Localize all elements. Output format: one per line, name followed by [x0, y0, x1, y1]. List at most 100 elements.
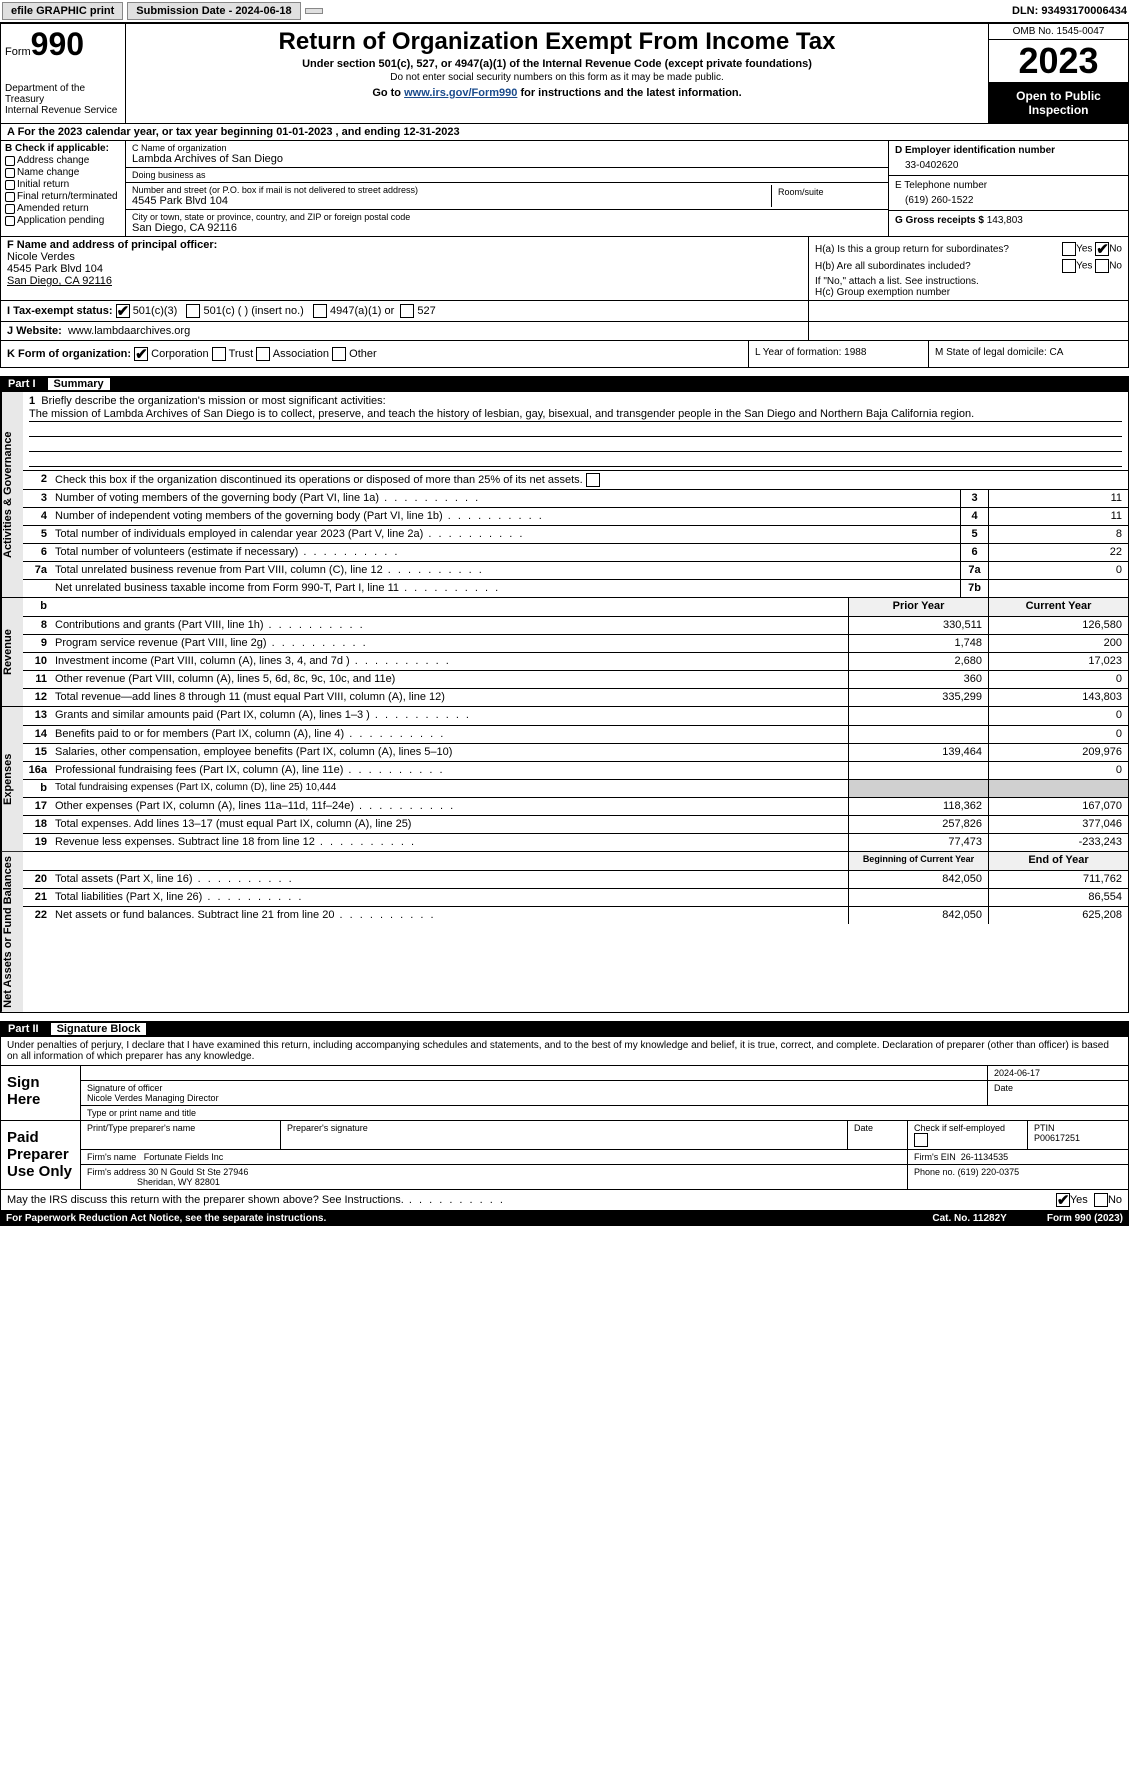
form-header: Form990 Department of the Treasury Inter…: [0, 23, 1129, 124]
firm-ein: 26-1134535: [961, 1152, 1008, 1162]
netassets-section: Net Assets or Fund Balances Beginning of…: [0, 852, 1129, 1013]
vtab-revenue: Revenue: [1, 598, 23, 706]
chk-self-employed[interactable]: [914, 1133, 928, 1147]
vtab-netassets: Net Assets or Fund Balances: [1, 852, 23, 1012]
form-label: Form: [5, 46, 31, 58]
phone-value: (619) 260-1522: [895, 195, 1122, 206]
ein-value: 33-0402620: [895, 160, 1122, 171]
activities-governance: Activities & Governance 1 Briefly descri…: [0, 392, 1129, 598]
irs-link[interactable]: www.irs.gov/Form990: [404, 87, 517, 99]
vtab-expenses: Expenses: [1, 707, 23, 851]
v4: 11: [988, 508, 1128, 525]
chk-application-pending[interactable]: [5, 216, 15, 226]
ha-yes[interactable]: [1062, 242, 1076, 256]
ptin-value: P00617251: [1034, 1133, 1080, 1143]
dba-label: Doing business as: [132, 170, 882, 180]
mission-text: The mission of Lambda Archives of San Di…: [29, 407, 1122, 422]
chk-trust[interactable]: [212, 347, 226, 361]
efile-print-button[interactable]: efile GRAPHIC print: [2, 2, 123, 20]
discuss-yes[interactable]: [1056, 1193, 1070, 1207]
chk-assoc[interactable]: [256, 347, 270, 361]
gross-receipts-value: 143,803: [987, 215, 1023, 226]
sign-here-label: Sign Here: [1, 1066, 81, 1120]
officer-addr1: 4545 Park Blvd 104: [7, 263, 802, 275]
discuss-row: May the IRS discuss this return with the…: [0, 1190, 1129, 1211]
room-suite-label: Room/suite: [772, 185, 882, 207]
perjury-declaration: Under penalties of perjury, I declare th…: [0, 1037, 1129, 1066]
vtab-governance: Activities & Governance: [1, 392, 23, 597]
submission-date: Submission Date - 2024-06-18: [127, 2, 300, 20]
chk-4947[interactable]: [313, 304, 327, 318]
v7b: [988, 580, 1128, 597]
expenses-section: Expenses 13Grants and similar amounts pa…: [0, 707, 1129, 852]
ssn-note: Do not enter social security numbers on …: [134, 72, 980, 83]
chk-other[interactable]: [332, 347, 346, 361]
form-number: 990: [31, 26, 84, 62]
chk-final-return[interactable]: [5, 192, 15, 202]
officer-addr2: San Diego, CA 92116: [7, 275, 802, 287]
sign-here-block: Sign Here 2024-06-17 Signature of office…: [0, 1066, 1129, 1121]
firm-phone: (619) 220-0375: [958, 1167, 1020, 1177]
v3: 11: [988, 490, 1128, 507]
chk-501c3[interactable]: [116, 304, 130, 318]
chk-527[interactable]: [400, 304, 414, 318]
chk-amended[interactable]: [5, 204, 15, 214]
ha-no[interactable]: [1095, 242, 1109, 256]
row-j: J Website: www.lambdaarchives.org: [0, 322, 1129, 341]
state-domicile: M State of legal domicile: CA: [928, 341, 1128, 367]
firm-addr1: 30 N Gould St Ste 27946: [148, 1167, 248, 1177]
public-inspection: Open to Public Inspection: [989, 83, 1128, 123]
sig-date: 2024-06-17: [988, 1066, 1128, 1080]
year-formation: L Year of formation: 1988: [748, 341, 928, 367]
hc-label: H(c) Group exemption number: [815, 287, 1122, 298]
hb-yes[interactable]: [1062, 259, 1076, 273]
hb-note: If "No," attach a list. See instructions…: [815, 276, 1122, 287]
row-k: K Form of organization: Corporation Trus…: [0, 341, 1129, 368]
paid-preparer-block: Paid Preparer Use Only Print/Type prepar…: [0, 1121, 1129, 1190]
revenue-section: Revenue bPrior YearCurrent Year 8Contrib…: [0, 598, 1129, 707]
row-a-period: A For the 2023 calendar year, or tax yea…: [0, 124, 1129, 141]
officer-name: Nicole Verdes: [7, 251, 802, 263]
addr-value: 4545 Park Blvd 104: [132, 195, 771, 207]
hdr-curr: Current Year: [988, 598, 1128, 616]
part1-bar: Part I Summary: [0, 376, 1129, 392]
chk-name-change[interactable]: [5, 168, 15, 178]
box-b-title: B Check if applicable:: [5, 143, 121, 154]
part2-bar: Part II Signature Block: [0, 1021, 1129, 1037]
ein-label: D Employer identification number: [895, 145, 1122, 156]
chk-corp[interactable]: [134, 347, 148, 361]
chk-initial-return[interactable]: [5, 180, 15, 190]
ha-label: H(a) Is this a group return for subordin…: [815, 244, 1009, 255]
dept-irs: Internal Revenue Service: [5, 105, 121, 116]
phone-label: E Telephone number: [895, 180, 1122, 191]
top-toolbar: efile GRAPHIC print Submission Date - 20…: [0, 0, 1129, 23]
chk-address-change[interactable]: [5, 156, 15, 166]
v6: 22: [988, 544, 1128, 561]
gross-receipts-label: G Gross receipts $: [895, 215, 984, 226]
addr-label: Number and street (or P.O. box if mail i…: [132, 185, 771, 195]
org-name-label: C Name of organization: [132, 143, 882, 153]
hb-no[interactable]: [1095, 259, 1109, 273]
city-label: City or town, state or province, country…: [132, 212, 882, 222]
form-title: Return of Organization Exempt From Incom…: [134, 28, 980, 56]
footer-bar: For Paperwork Reduction Act Notice, see …: [0, 1211, 1129, 1226]
tax-year: 2023: [989, 40, 1128, 83]
dept-treasury: Department of the Treasury: [5, 83, 121, 105]
form-subtitle: Under section 501(c), 527, or 4947(a)(1)…: [134, 58, 980, 70]
chk-discontinued[interactable]: [586, 473, 600, 487]
officer-sig-name: Nicole Verdes Managing Director: [87, 1093, 219, 1103]
chk-501c[interactable]: [186, 304, 200, 318]
org-name: Lambda Archives of San Diego: [132, 153, 882, 165]
website-value: www.lambdaarchives.org: [68, 325, 190, 337]
l1-label: Briefly describe the organization's miss…: [41, 395, 385, 407]
dln-label: DLN: 93493170006434: [1012, 5, 1127, 17]
box-f-label: F Name and address of principal officer:: [7, 239, 217, 251]
omb-number: OMB No. 1545-0047: [989, 24, 1128, 40]
row-i: I Tax-exempt status: 501(c)(3) 501(c) ( …: [0, 301, 1129, 322]
v7a: 0: [988, 562, 1128, 579]
section-f-h: F Name and address of principal officer:…: [0, 237, 1129, 301]
city-value: San Diego, CA 92116: [132, 222, 882, 234]
discuss-no[interactable]: [1094, 1193, 1108, 1207]
firm-addr2: Sheridan, WY 82801: [137, 1177, 220, 1187]
firm-name: Fortunate Fields Inc: [144, 1152, 224, 1162]
